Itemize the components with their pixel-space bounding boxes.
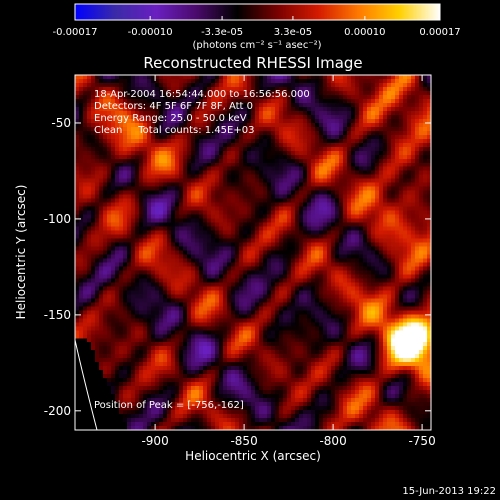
annotation-block: 18-Apr-2004 16:54:44.000 to 16:56:56.000… <box>94 89 310 136</box>
annotation-detectors: Detectors: 4F 5F 6F 7F 8F, Att 0 <box>94 101 253 112</box>
solar-limb-arc <box>74 339 98 431</box>
annotation-energy-range: Energy Range: 25.0 - 50.0 keV <box>94 113 247 124</box>
heatmap-area <box>75 75 431 430</box>
x-tick-label: -850 <box>230 434 257 448</box>
x-tick-label: -900 <box>141 434 168 448</box>
colorbar <box>74 3 441 21</box>
y-tick-label: -100 <box>44 212 71 226</box>
x-tick-label: -800 <box>319 434 346 448</box>
y-axis-ticks: -50 -100 -150 -200 <box>44 116 431 418</box>
colorbar-tick-label: -0.00010 <box>128 27 173 38</box>
x-axis-label: Heliocentric X (arcsec) <box>185 449 321 463</box>
peak-position-label: Position of Peak = [-756,-162] <box>94 400 244 411</box>
annotation-clean-counts: Clean Total counts: 1.45E+03 <box>94 125 254 136</box>
colorbar-tick-label: 3.3e-05 <box>274 27 312 38</box>
plot-frame <box>74 74 432 431</box>
x-tick-label: -750 <box>408 434 435 448</box>
footer-timestamp: 15-Jun-2013 19:22 <box>402 486 496 497</box>
annotation-time-range: 18-Apr-2004 16:54:44.000 to 16:56:56.000 <box>94 89 310 100</box>
colorbar-unit-label: (photons cm⁻² s⁻¹ asec⁻²) <box>192 40 321 51</box>
y-axis-label: Heliocentric Y (arcsec) <box>14 185 28 320</box>
y-tick-label: -50 <box>51 116 71 130</box>
y-tick-label: -150 <box>44 308 71 322</box>
colorbar-tick-label: -3.3e-05 <box>201 27 243 38</box>
colorbar-tick-label: -0.00017 <box>53 27 98 38</box>
colorbar-tick-label: 0.00010 <box>344 27 385 38</box>
colorbar-tick-label: 0.00017 <box>419 27 460 38</box>
y-tick-label: -200 <box>44 404 71 418</box>
chart-title: Reconstructed RHESSI Image <box>143 54 362 72</box>
x-axis-ticks: -900 -850 -800 -750 <box>141 75 436 448</box>
colorbar-ticks: -0.00017 -0.00010 -3.3e-05 3.3e-05 0.00010 0.… <box>53 16 461 38</box>
